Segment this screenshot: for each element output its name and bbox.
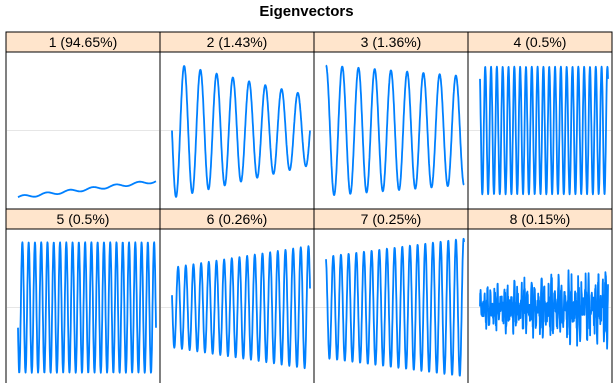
panel-6: 6 (0.26%) (159, 208, 315, 383)
panel-5-series-line (17, 241, 157, 374)
panel-4-series-line (479, 65, 609, 196)
chart-title: Eigenvectors (259, 3, 354, 20)
panel-4: 4 (0.5%) (467, 31, 613, 210)
panel-6-series-line (171, 245, 311, 370)
panel-3-label: 3 (1.36%) (361, 34, 422, 50)
panel-1-label: 1 (94.65%) (49, 34, 117, 50)
panel-5-label: 5 (0.5%) (57, 211, 110, 227)
panel-4-label: 4 (0.5%) (514, 34, 567, 50)
panel-1-series-line (17, 180, 157, 199)
panel-1: 1 (94.65%) (5, 31, 161, 210)
panel-7-series-line (325, 237, 465, 377)
panel-7: 7 (0.25%) (313, 208, 469, 383)
panel-8-label: 8 (0.15%) (510, 211, 571, 227)
panel-3-series-line (325, 64, 465, 197)
panel-5: 5 (0.5%) (5, 208, 161, 383)
panel-2: 2 (1.43%) (159, 31, 315, 210)
panel-2-label: 2 (1.43%) (207, 34, 268, 50)
panel-8: 8 (0.15%) (467, 208, 613, 383)
panel-6-label: 6 (0.26%) (207, 211, 268, 227)
panel-8-series-line (479, 269, 609, 350)
panel-3: 3 (1.36%) (313, 31, 469, 210)
panel-7-label: 7 (0.25%) (361, 211, 422, 227)
panel-2-series-line (171, 65, 311, 198)
